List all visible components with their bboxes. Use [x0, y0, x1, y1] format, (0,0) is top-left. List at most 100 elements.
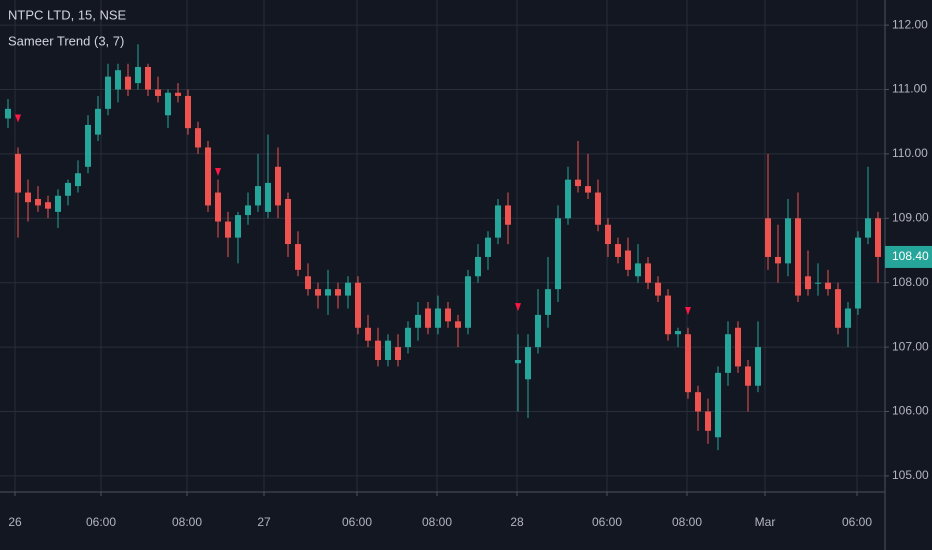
x-tick-label: 08:00 [422, 515, 452, 529]
candle-body [145, 66, 151, 90]
candle-body [185, 95, 191, 129]
candle-body [625, 250, 631, 270]
candle-body [655, 282, 661, 296]
candle-body [165, 92, 171, 116]
signal-marker [215, 167, 221, 176]
candle-body [45, 202, 51, 209]
candle-body [125, 76, 131, 90]
candle-body [105, 76, 111, 109]
candle-body [575, 179, 581, 187]
candle-body [245, 205, 251, 216]
y-tick-label: 107.00 [892, 339, 929, 353]
y-tick-label: 108.00 [892, 275, 929, 289]
candle-body [255, 186, 261, 206]
candle-body [745, 366, 751, 386]
candle-body [715, 372, 721, 438]
candle-body [65, 182, 71, 196]
candle-body [595, 192, 601, 225]
candle-body [365, 327, 371, 341]
candle-body [705, 411, 711, 431]
candle-body [555, 218, 561, 290]
candle-body [775, 256, 781, 264]
candle-body [55, 195, 61, 212]
candle-body [385, 340, 391, 360]
candle-body [115, 70, 121, 90]
candle-body [565, 179, 571, 219]
last-price-label: 108.40 [892, 249, 929, 263]
candle-body [195, 128, 201, 148]
candle-body [665, 295, 671, 335]
candle-body [95, 108, 101, 135]
y-tick-label: 111.00 [892, 82, 927, 96]
candle-body [805, 276, 811, 290]
candle-body [75, 173, 81, 187]
y-tick-label: 109.00 [892, 210, 929, 224]
candle-body [225, 221, 231, 238]
candle-body [855, 237, 861, 309]
candle-body [585, 186, 591, 193]
candle-body [675, 331, 681, 335]
candle-body [515, 359, 521, 364]
candle-body [795, 218, 801, 296]
last-price-box [885, 245, 932, 268]
candle-body [5, 108, 11, 119]
candle-body [875, 218, 881, 257]
candle-body [85, 124, 91, 167]
candle-body [485, 237, 491, 257]
candle-body [425, 308, 431, 328]
candle-body [835, 289, 841, 328]
x-tick-label: 06:00 [86, 515, 116, 529]
candle-body [205, 147, 211, 206]
x-tick-label: 06:00 [342, 515, 372, 529]
x-tick-label: Mar [755, 515, 776, 529]
candle-body [305, 276, 311, 290]
candle-body [435, 308, 441, 328]
candle-body [355, 282, 361, 328]
signal-marker [685, 307, 691, 316]
candle-body [25, 192, 31, 203]
candle-body [615, 244, 621, 257]
candle-body [265, 182, 271, 212]
y-tick-label: 110.00 [892, 146, 928, 160]
candle-body [135, 66, 141, 84]
x-tick-label: 27 [257, 515, 271, 529]
x-tick-label: 06:00 [842, 515, 872, 529]
candle-body [295, 244, 301, 270]
candle-body [505, 205, 511, 225]
candle-body [35, 198, 41, 206]
signal-marker [15, 114, 21, 123]
candle-body [785, 218, 791, 264]
candle-body [495, 205, 501, 238]
candle-body [545, 289, 551, 315]
candle-body [815, 282, 821, 284]
candle-body [525, 347, 531, 380]
indicator-label: Sameer Trend (3, 7) [8, 33, 124, 48]
candle-body [605, 224, 611, 245]
candle-body [475, 256, 481, 277]
candle-body [175, 92, 181, 96]
candle-body [695, 392, 701, 412]
candle-body [755, 347, 761, 386]
candle-body [325, 289, 331, 296]
candle-body [395, 347, 401, 360]
candle-body [865, 218, 871, 238]
signal-marker [515, 303, 521, 312]
candle-body [275, 166, 281, 206]
candle-body [15, 153, 21, 193]
x-tick-label: 06:00 [592, 515, 622, 529]
candle-body [845, 308, 851, 328]
x-tick-label: 26 [8, 515, 22, 529]
candle-body [825, 282, 831, 290]
candle-body [725, 334, 731, 373]
candle-body [285, 198, 291, 245]
candle-body [445, 308, 451, 322]
candle-body [315, 289, 321, 296]
candle-body [235, 215, 241, 238]
candle-body [415, 314, 421, 328]
candle-body [335, 289, 341, 296]
chart-title: NTPC LTD, 15, NSE [8, 7, 127, 22]
candle-body [465, 276, 471, 328]
x-tick-label: 08:00 [672, 515, 702, 529]
candle-body [215, 192, 221, 222]
